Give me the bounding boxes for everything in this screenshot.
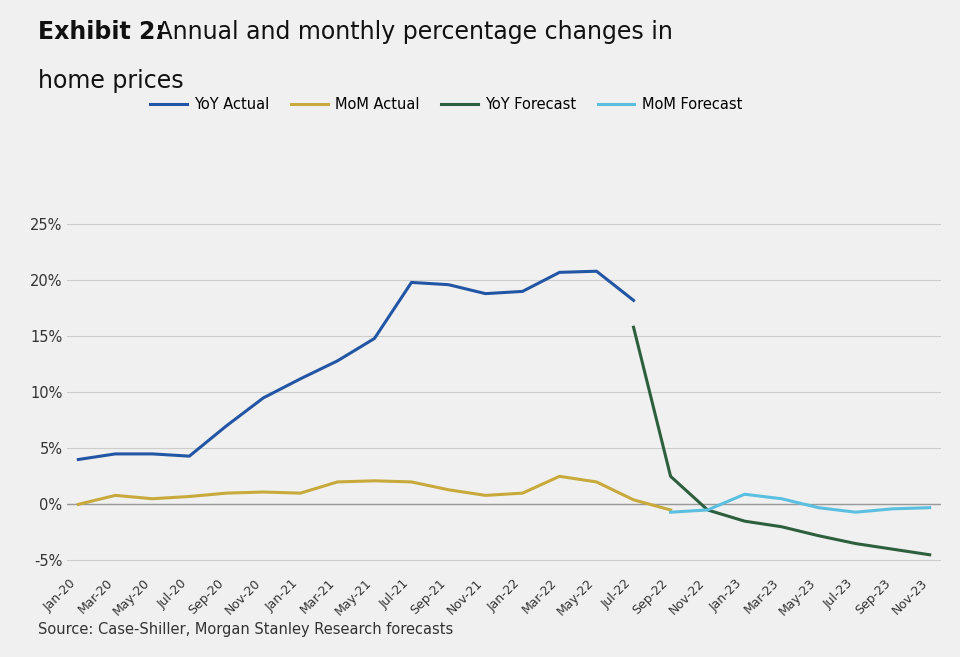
Text: home prices: home prices — [38, 69, 184, 93]
Text: Source: Case-Shiller, Morgan Stanley Research forecasts: Source: Case-Shiller, Morgan Stanley Res… — [38, 622, 454, 637]
Text: Exhibit 2:: Exhibit 2: — [38, 20, 165, 44]
Text: Annual and monthly percentage changes in: Annual and monthly percentage changes in — [149, 20, 673, 44]
Legend: YoY Actual, MoM Actual, YoY Forecast, MoM Forecast: YoY Actual, MoM Actual, YoY Forecast, Mo… — [144, 91, 748, 118]
